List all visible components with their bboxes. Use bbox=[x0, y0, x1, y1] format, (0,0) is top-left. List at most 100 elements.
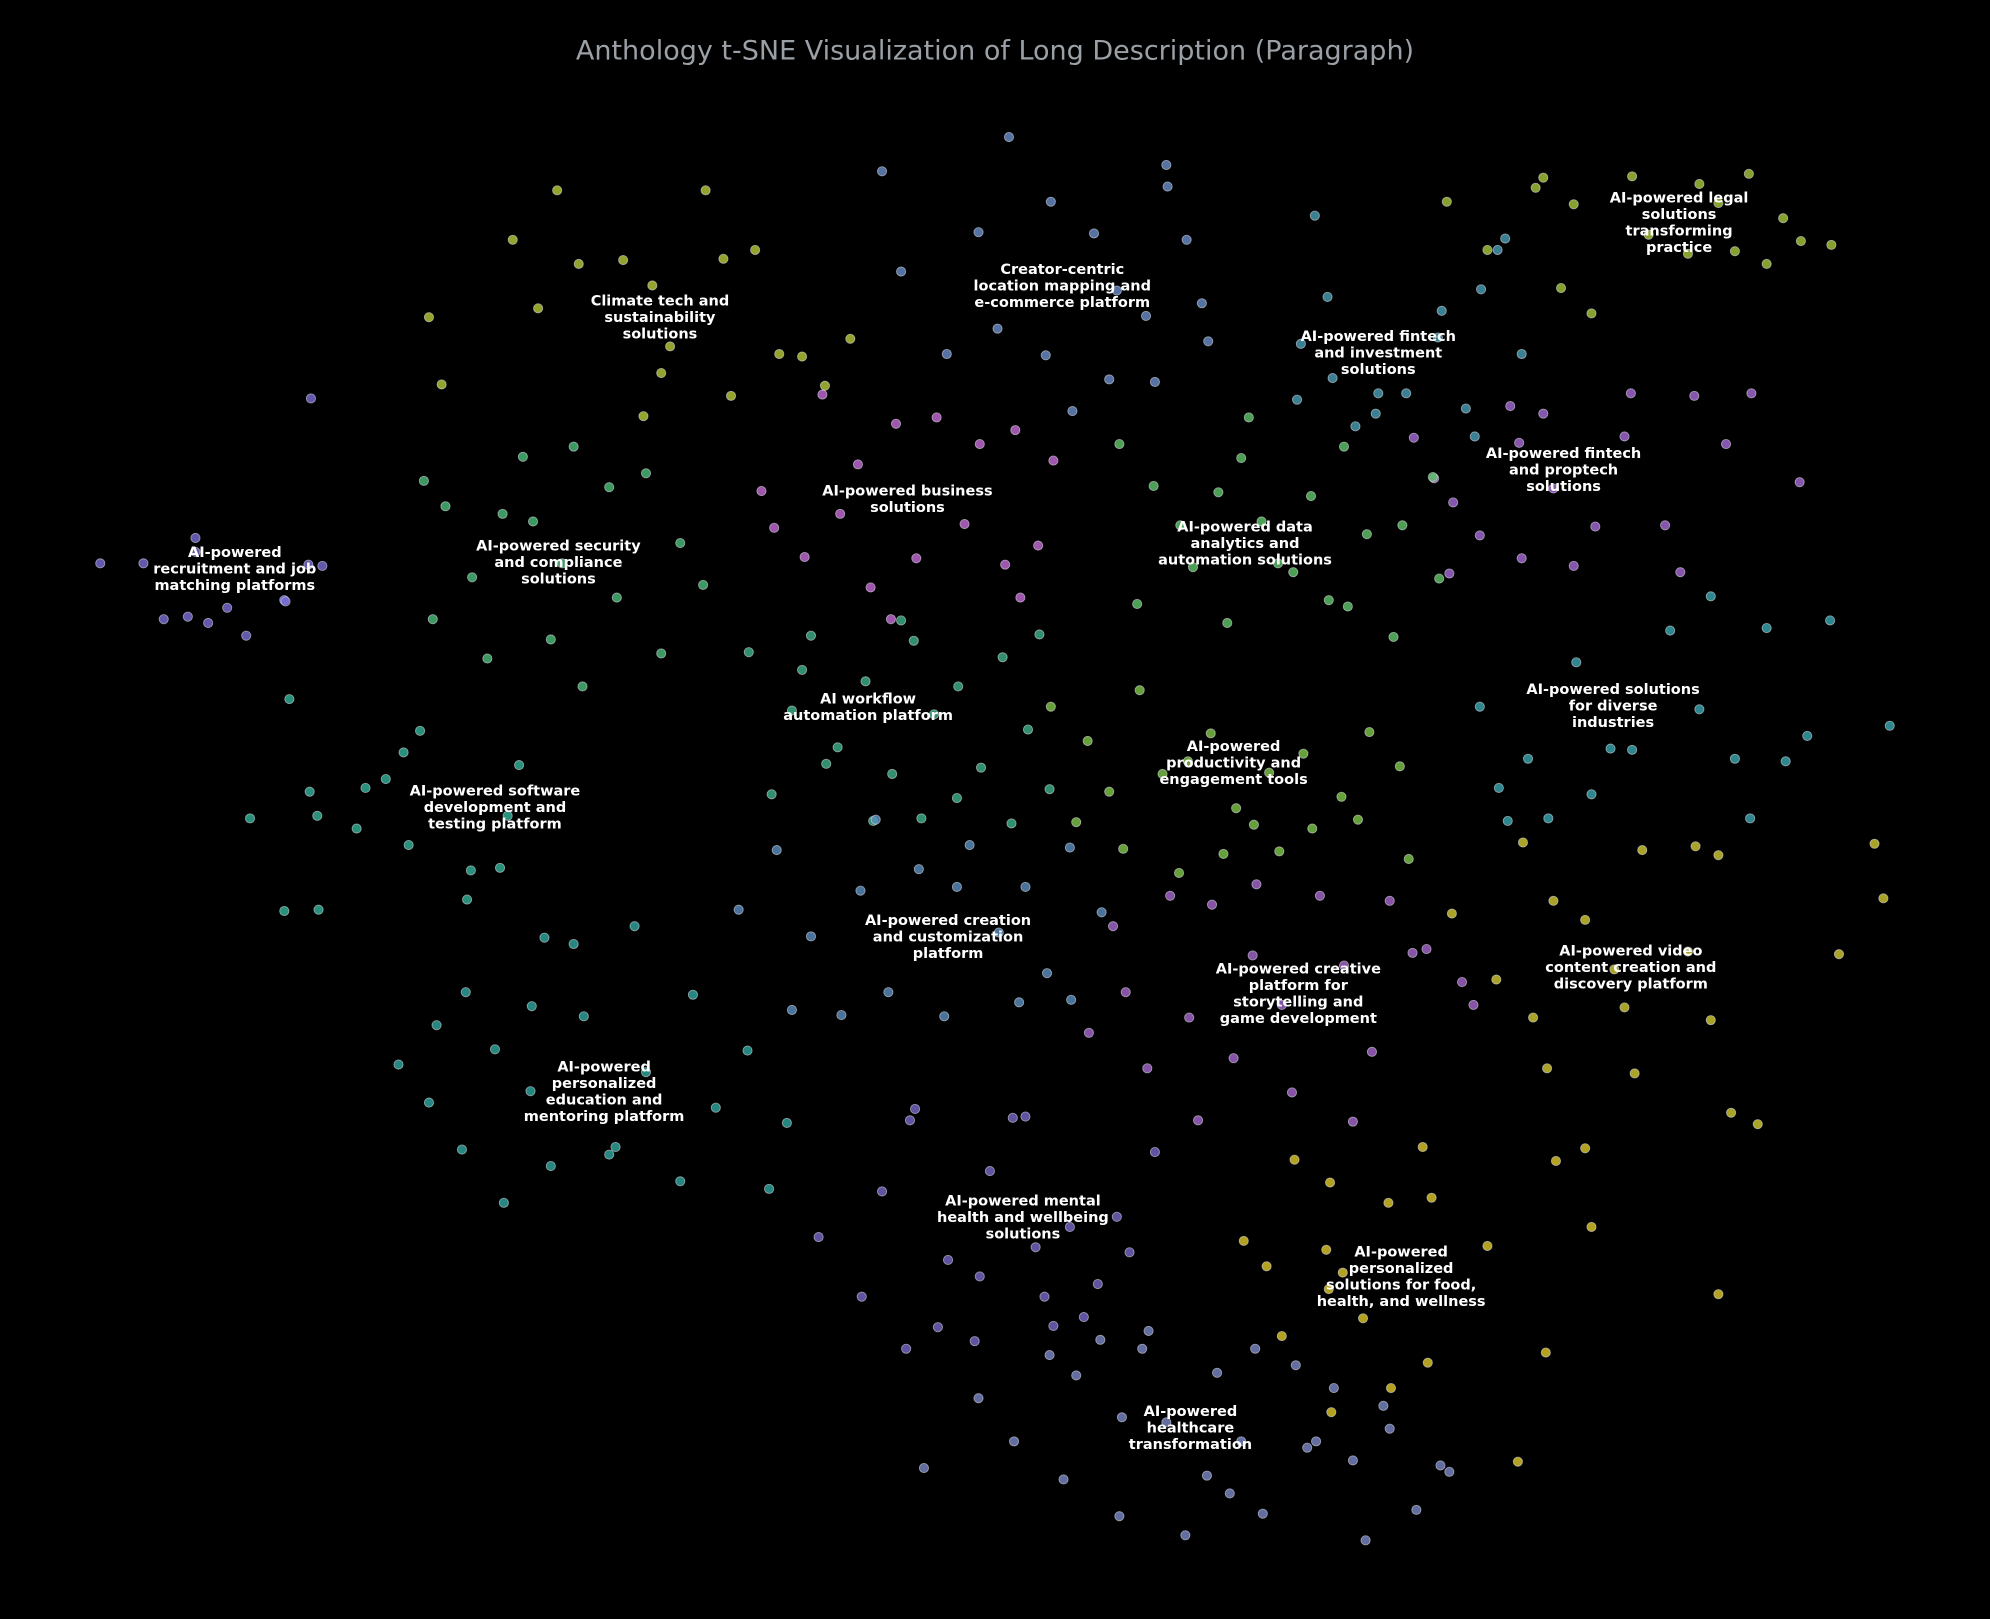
point bbox=[1417, 1141, 1428, 1153]
point bbox=[647, 280, 658, 291]
point bbox=[1218, 848, 1229, 859]
point bbox=[539, 932, 550, 943]
cluster-label-line: for diverse bbox=[1569, 698, 1658, 714]
cluster-label-line: AI-powered bbox=[188, 545, 282, 561]
point bbox=[1323, 1284, 1334, 1295]
point bbox=[1542, 1063, 1553, 1074]
point bbox=[1446, 908, 1457, 919]
cluster-label-line: productivity and bbox=[1166, 756, 1301, 772]
point bbox=[312, 810, 323, 821]
cluster-label: AI-powered healthcare transformation bbox=[1129, 1404, 1252, 1453]
point bbox=[1682, 946, 1693, 957]
point bbox=[1140, 310, 1152, 321]
point bbox=[279, 905, 290, 917]
point bbox=[1111, 285, 1122, 296]
point bbox=[1746, 388, 1757, 399]
point bbox=[1236, 452, 1247, 464]
point bbox=[1364, 727, 1375, 738]
point bbox=[786, 1004, 797, 1016]
cluster-label-line: industries bbox=[1572, 715, 1654, 731]
cluster-label-line: education and bbox=[546, 1092, 663, 1108]
cluster-label: Climate tech and sustainability solutions bbox=[591, 294, 730, 343]
point bbox=[1006, 818, 1017, 829]
point bbox=[1058, 1474, 1069, 1485]
point bbox=[1370, 408, 1381, 419]
point bbox=[1307, 823, 1318, 834]
cluster-label: Creator-centric location mapping and e-com… bbox=[974, 262, 1151, 311]
point bbox=[1045, 701, 1056, 712]
point bbox=[1276, 999, 1287, 1010]
point bbox=[351, 823, 362, 834]
cluster-label-line: AI-powered video bbox=[1559, 943, 1702, 959]
point bbox=[1571, 657, 1582, 668]
point bbox=[1752, 1119, 1763, 1130]
point bbox=[1627, 744, 1638, 755]
point bbox=[1111, 1211, 1122, 1222]
point bbox=[1008, 1436, 1020, 1447]
point bbox=[1878, 893, 1889, 904]
point bbox=[1041, 968, 1053, 979]
point bbox=[1436, 305, 1447, 316]
point bbox=[1492, 244, 1503, 256]
point bbox=[568, 441, 579, 452]
point bbox=[640, 1067, 652, 1078]
cluster-label: AI-powered video content creation and disc… bbox=[1545, 943, 1716, 992]
point bbox=[742, 1045, 753, 1056]
point bbox=[1165, 890, 1176, 901]
point bbox=[951, 793, 962, 804]
point bbox=[1095, 1334, 1106, 1345]
point bbox=[1357, 1313, 1369, 1324]
point bbox=[1096, 907, 1107, 918]
point bbox=[1243, 412, 1254, 423]
point bbox=[527, 516, 539, 527]
point bbox=[284, 694, 295, 705]
point bbox=[916, 813, 927, 824]
cluster-label-line: AI workflow bbox=[820, 691, 916, 707]
point bbox=[799, 551, 810, 563]
point bbox=[1427, 472, 1438, 483]
point bbox=[675, 1176, 686, 1187]
point bbox=[1538, 172, 1549, 183]
point bbox=[1516, 348, 1527, 360]
point bbox=[1619, 431, 1630, 442]
point bbox=[975, 762, 987, 773]
point bbox=[467, 572, 478, 583]
point bbox=[1580, 1143, 1591, 1154]
point bbox=[1869, 838, 1880, 849]
cluster-label-line: and investment bbox=[1314, 346, 1442, 362]
point bbox=[1522, 753, 1534, 764]
point bbox=[1385, 1383, 1397, 1394]
cluster-label-line: Climate tech and bbox=[591, 294, 730, 310]
point bbox=[533, 303, 544, 314]
point bbox=[1826, 239, 1837, 250]
point bbox=[993, 927, 1004, 938]
point bbox=[244, 813, 256, 824]
cluster-label: AI-powered software development and testin… bbox=[410, 783, 581, 832]
point bbox=[1548, 483, 1559, 494]
point bbox=[1660, 520, 1671, 531]
cluster-label: AI-powered fintech and proptech solutions bbox=[1486, 446, 1641, 495]
point bbox=[1184, 1012, 1195, 1023]
point bbox=[604, 482, 615, 493]
point bbox=[1422, 1357, 1433, 1368]
cluster-label-line: solutions bbox=[623, 327, 698, 343]
cluster-label-line: automation solutions bbox=[1158, 553, 1332, 569]
point bbox=[876, 166, 888, 177]
point bbox=[1360, 1535, 1371, 1546]
point bbox=[1729, 246, 1740, 257]
point bbox=[665, 341, 676, 352]
point bbox=[415, 725, 426, 736]
point bbox=[1175, 520, 1186, 531]
cluster-label-line: AI-powered creation bbox=[865, 913, 1031, 929]
point bbox=[786, 705, 797, 716]
point bbox=[1033, 540, 1044, 551]
cluster-label: AI-powered legal solutions transforming pra… bbox=[1610, 190, 1749, 256]
point bbox=[1264, 767, 1275, 778]
point bbox=[1222, 617, 1233, 629]
point bbox=[1580, 914, 1591, 925]
point bbox=[1238, 1235, 1249, 1246]
cluster-label-line: AI-powered mental bbox=[945, 1193, 1101, 1209]
cluster-label-line: recruitment and job bbox=[153, 561, 316, 577]
point bbox=[904, 1115, 916, 1126]
point bbox=[1352, 814, 1364, 825]
